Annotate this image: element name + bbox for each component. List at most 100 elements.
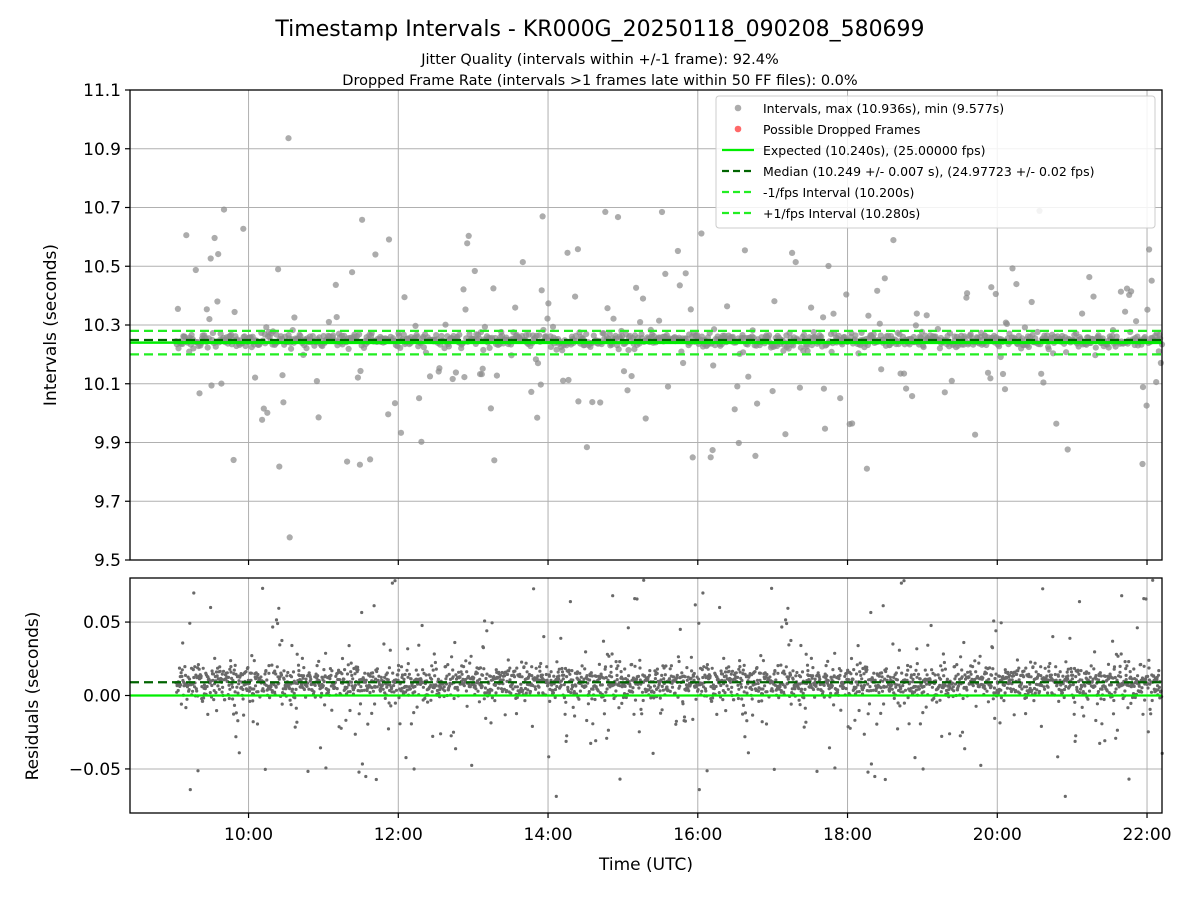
residual-point	[460, 672, 464, 676]
residual-point	[755, 666, 759, 670]
residual-point	[468, 685, 472, 689]
residual-point	[508, 678, 512, 682]
residual-point	[661, 688, 665, 692]
residual-point	[501, 678, 505, 682]
residual-point	[623, 684, 627, 689]
residual-point	[831, 668, 835, 672]
residual-point	[322, 680, 326, 684]
residual-point	[829, 691, 833, 695]
residual-point	[280, 638, 284, 643]
residual-point	[277, 606, 281, 610]
residual-point	[346, 663, 350, 667]
residual-point	[993, 716, 997, 721]
residual-point	[549, 678, 553, 682]
interval-point	[456, 331, 463, 338]
residual-point	[620, 701, 624, 706]
residual-point	[773, 669, 777, 673]
interval-point	[344, 458, 351, 465]
interval-point	[385, 411, 392, 418]
residual-point	[378, 682, 382, 687]
interval-point	[333, 314, 340, 321]
residual-point	[396, 678, 400, 682]
residual-point	[1147, 658, 1151, 662]
residual-point	[249, 671, 253, 675]
interval-point	[637, 319, 644, 326]
residual-point	[1060, 688, 1064, 692]
residual-point	[553, 687, 558, 692]
residual-point	[1124, 678, 1128, 682]
residual-point	[973, 659, 977, 663]
residual-point	[780, 625, 784, 629]
residual-point	[559, 679, 564, 683]
residual-point	[406, 662, 410, 666]
residual-point	[493, 683, 497, 688]
residual-point	[223, 698, 227, 702]
residual-point	[1071, 696, 1076, 700]
residual-point	[380, 683, 384, 687]
residual-point	[445, 674, 449, 678]
interval-point	[332, 281, 339, 288]
residual-point	[1105, 689, 1109, 693]
interval-point	[471, 267, 478, 275]
residual-point	[914, 684, 918, 689]
residual-point	[798, 675, 803, 679]
interval-point	[878, 366, 885, 373]
residual-point	[470, 763, 474, 768]
residual-point	[911, 680, 915, 684]
residual-point	[215, 674, 219, 678]
residual-point	[896, 727, 900, 731]
residual-point	[826, 679, 830, 683]
residual-point	[806, 669, 810, 673]
residual-point	[730, 685, 734, 690]
residual-point	[1080, 678, 1084, 682]
residual-point	[1064, 660, 1068, 664]
residual-point	[489, 721, 493, 725]
residual-point	[953, 677, 957, 681]
residual-point	[482, 667, 486, 671]
residual-point	[405, 688, 409, 692]
residual-point	[921, 767, 925, 771]
residual-point	[202, 696, 206, 700]
residual-point	[505, 679, 509, 684]
residual-point	[232, 703, 237, 708]
residual-point	[567, 668, 571, 672]
interval-point	[820, 385, 828, 392]
residual-point	[1046, 685, 1050, 689]
residual-point	[370, 686, 374, 690]
residual-point	[770, 687, 774, 691]
residual-point	[1049, 673, 1053, 677]
x-tick-label: 14:00	[524, 825, 573, 845]
residual-point	[456, 688, 460, 692]
residual-point	[909, 673, 914, 677]
residual-point	[320, 691, 324, 695]
residual-point	[215, 709, 219, 713]
residual-point	[799, 687, 804, 691]
residual-point	[1042, 685, 1046, 689]
residual-point	[371, 689, 375, 693]
residual-point	[327, 688, 331, 692]
residual-point	[923, 668, 927, 672]
residual-point	[1046, 691, 1050, 695]
residual-point	[623, 667, 627, 671]
residual-point	[1054, 678, 1058, 682]
residual-point	[607, 654, 611, 658]
residual-point	[943, 683, 947, 687]
interval-point	[1090, 293, 1097, 300]
interval-point	[1139, 384, 1147, 391]
residual-point	[1127, 660, 1131, 664]
residual-point	[210, 683, 214, 688]
interval-point	[391, 400, 399, 407]
residual-point	[961, 696, 965, 701]
y-tick-label: 10.5	[83, 257, 121, 277]
residual-point	[1083, 684, 1087, 688]
residual-point	[290, 643, 294, 648]
residual-point	[1022, 675, 1026, 679]
residual-point	[406, 647, 410, 651]
residual-point	[826, 659, 830, 664]
residual-point	[571, 685, 575, 689]
residual-point	[300, 656, 304, 661]
residual-point	[803, 687, 807, 692]
residual-point	[689, 676, 693, 680]
residual-point	[939, 664, 943, 668]
residual-point	[453, 640, 457, 645]
